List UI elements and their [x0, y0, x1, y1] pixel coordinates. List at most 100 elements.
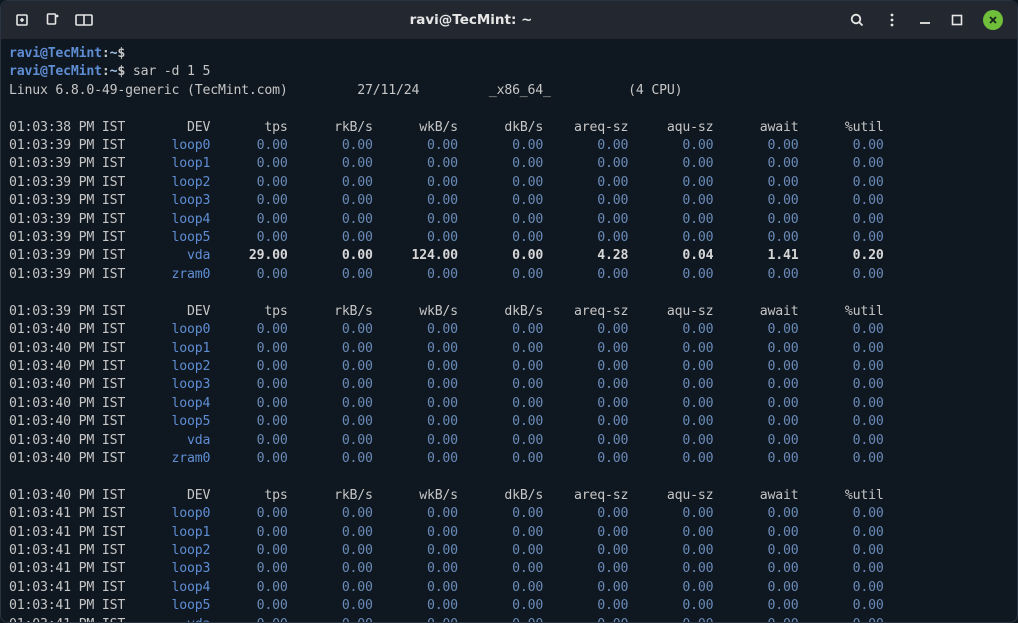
row-val: 0.00 [628, 175, 713, 190]
menu-icon[interactable] [885, 12, 899, 28]
row-val: 29.00 [210, 248, 287, 263]
col-%util: %util [798, 488, 883, 503]
row-ts: 01:03:41 PM IST [9, 561, 125, 576]
row-val: 0.00 [210, 359, 287, 374]
col-%util: %util [798, 120, 883, 135]
row-val: 0.00 [713, 580, 798, 595]
row-val: 0.00 [458, 156, 543, 171]
table-header: 01:03:39 PM IST DEV tps rkB/s wkB/s dkB/… [9, 303, 1009, 321]
row-ts: 01:03:40 PM IST [9, 396, 125, 411]
close-icon[interactable] [983, 10, 1003, 30]
maximize-icon[interactable] [951, 14, 963, 26]
row-dev: loop2 [125, 543, 210, 558]
row-dev: loop0 [125, 138, 210, 153]
row-val: 0.00 [713, 230, 798, 245]
row-val: 0.00 [288, 525, 373, 540]
row-val: 0.00 [798, 433, 883, 448]
table-row: 01:03:39 PM IST loop3 0.00 0.00 0.00 0.0… [9, 192, 1009, 210]
row-val: 0.00 [373, 561, 458, 576]
row-val: 0.00 [458, 543, 543, 558]
prompt-symbol: $ [117, 46, 132, 61]
row-val: 0.00 [628, 580, 713, 595]
row-val: 0.00 [543, 506, 628, 521]
table-row: 01:03:39 PM IST loop5 0.00 0.00 0.00 0.0… [9, 229, 1009, 247]
table-row: 01:03:39 PM IST loop2 0.00 0.00 0.00 0.0… [9, 174, 1009, 192]
row-val: 0.00 [543, 617, 628, 622]
row-val: 0.00 [798, 506, 883, 521]
split-icon[interactable] [75, 13, 93, 27]
row-val: 0.00 [373, 414, 458, 429]
row-ts: 01:03:41 PM IST [9, 525, 125, 540]
table-row: 01:03:40 PM IST zram0 0.00 0.00 0.00 0.0… [9, 450, 1009, 468]
row-val: 0.00 [713, 212, 798, 227]
row-val: 0.00 [798, 193, 883, 208]
titlebar-left [9, 12, 93, 28]
row-ts: 01:03:40 PM IST [9, 341, 125, 356]
col-rkB/s: rkB/s [288, 488, 373, 503]
terminal-window: ravi@TecMint: ~ ravi@TecMint: [0, 0, 1018, 623]
row-val: 0.00 [798, 598, 883, 613]
minimize-icon[interactable] [919, 14, 931, 26]
col-wkB/s: wkB/s [373, 304, 458, 319]
row-val: 0.00 [288, 230, 373, 245]
row-val: 0.00 [798, 561, 883, 576]
row-val: 0.00 [543, 414, 628, 429]
table-row: 01:03:40 PM IST loop3 0.00 0.00 0.00 0.0… [9, 376, 1009, 394]
row-val: 0.00 [458, 414, 543, 429]
row-dev: loop3 [125, 377, 210, 392]
col-rkB/s: rkB/s [288, 120, 373, 135]
col-await: await [713, 488, 798, 503]
table-row: 01:03:40 PM IST loop0 0.00 0.00 0.00 0.0… [9, 321, 1009, 339]
row-val: 0.00 [373, 193, 458, 208]
row-val: 0.00 [288, 267, 373, 282]
terminal-body[interactable]: ravi@TecMint:~$ ravi@TecMint:~$ sar -d 1… [1, 39, 1017, 622]
row-val: 0.00 [543, 175, 628, 190]
row-val: 0.00 [458, 138, 543, 153]
row-val: 0.00 [628, 341, 713, 356]
row-val: 0.00 [210, 341, 287, 356]
row-val: 0.00 [210, 543, 287, 558]
new-tab-icon[interactable] [15, 12, 31, 28]
col-DEV: DEV [125, 304, 210, 319]
table-row: 01:03:39 PM IST loop1 0.00 0.00 0.00 0.0… [9, 155, 1009, 173]
col-rkB/s: rkB/s [288, 304, 373, 319]
search-icon[interactable] [849, 12, 865, 28]
new-window-icon[interactable] [45, 12, 61, 28]
row-dev: vda [125, 617, 210, 622]
titlebar: ravi@TecMint: ~ [1, 1, 1017, 39]
blank-line [9, 284, 1009, 302]
row-val: 0.00 [458, 175, 543, 190]
row-val: 0.00 [458, 396, 543, 411]
row-dev: loop4 [125, 580, 210, 595]
row-val: 0.00 [628, 525, 713, 540]
row-val: 0.00 [713, 156, 798, 171]
row-ts: 01:03:40 PM IST [9, 377, 125, 392]
table-row: 01:03:41 PM IST loop4 0.00 0.00 0.00 0.0… [9, 579, 1009, 597]
blank-line [9, 468, 1009, 486]
row-ts: 01:03:39 PM IST [9, 193, 125, 208]
row-val: 0.00 [458, 267, 543, 282]
row-val: 0.00 [543, 433, 628, 448]
row-val: 0.00 [288, 598, 373, 613]
row-val: 0.20 [798, 248, 883, 263]
row-val: 0.00 [373, 267, 458, 282]
row-val: 0.00 [543, 525, 628, 540]
row-val: 0.00 [543, 543, 628, 558]
row-ts: 01:03:40 PM IST [9, 414, 125, 429]
row-val: 0.00 [458, 598, 543, 613]
row-val: 0.00 [628, 451, 713, 466]
row-val: 0.00 [288, 156, 373, 171]
table-header: 01:03:38 PM IST DEV tps rkB/s wkB/s dkB/… [9, 119, 1009, 137]
row-ts: 01:03:39 PM IST [9, 230, 125, 245]
row-ts: 01:03:39 PM IST [9, 248, 125, 263]
row-val: 0.00 [798, 414, 883, 429]
table-row: 01:03:41 PM IST loop0 0.00 0.00 0.00 0.0… [9, 505, 1009, 523]
row-val: 0.00 [210, 230, 287, 245]
row-ts: 01:03:39 PM IST [9, 175, 125, 190]
row-val: 0.00 [798, 359, 883, 374]
row-dev: loop5 [125, 230, 210, 245]
row-val: 0.00 [713, 359, 798, 374]
header-ts: 01:03:39 PM IST [9, 304, 125, 319]
row-dev: loop5 [125, 598, 210, 613]
row-val: 0.00 [373, 433, 458, 448]
